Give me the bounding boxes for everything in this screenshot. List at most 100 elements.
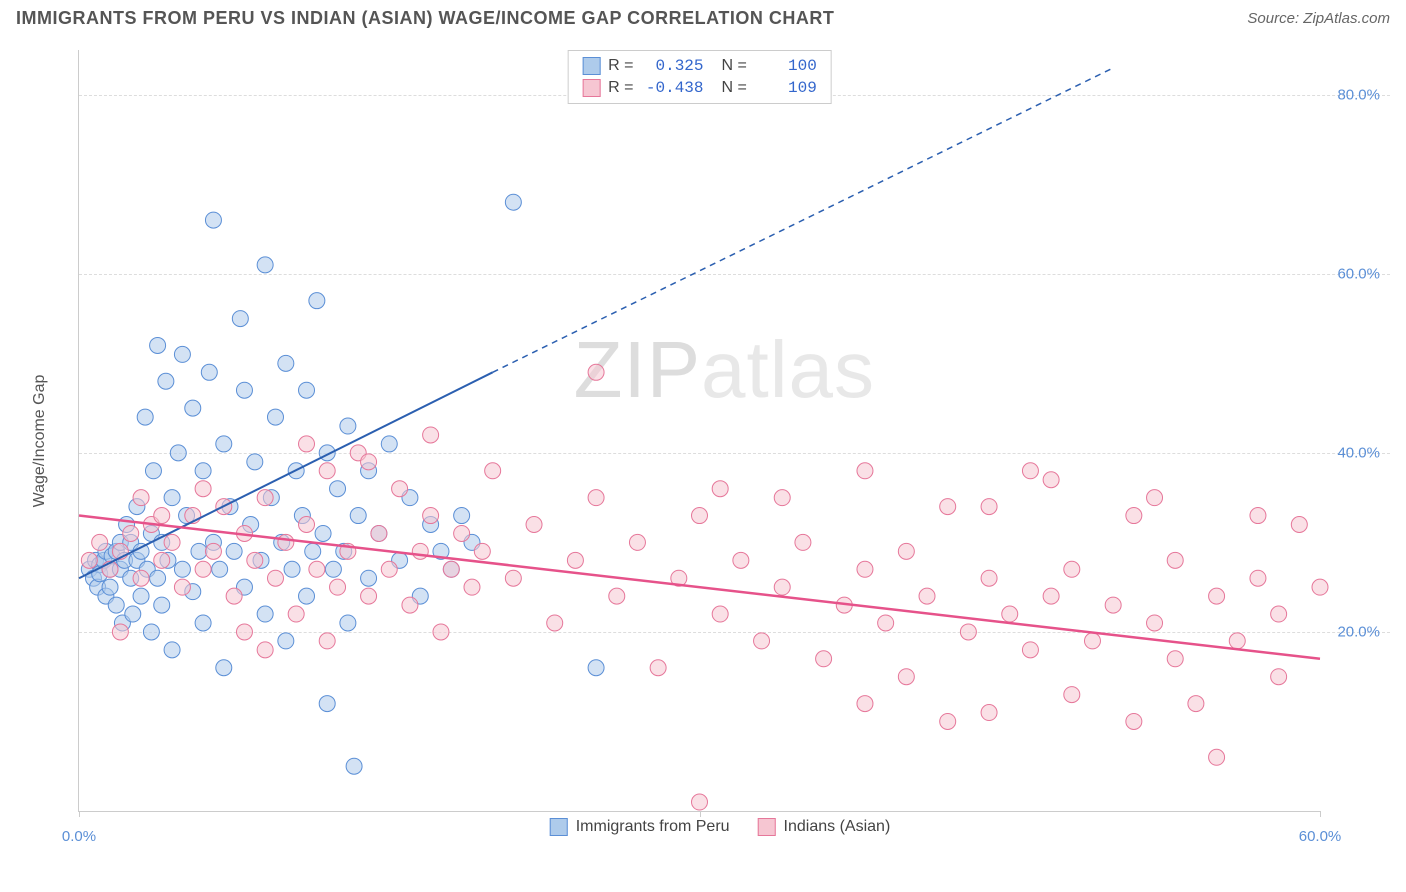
data-point-peru — [143, 624, 159, 640]
chart-header: IMMIGRANTS FROM PERU VS INDIAN (ASIAN) W… — [0, 0, 1406, 33]
data-point-peru — [267, 409, 283, 425]
data-point-peru — [150, 570, 166, 586]
data-point-peru — [125, 606, 141, 622]
data-point-indian — [226, 588, 242, 604]
data-point-indian — [650, 660, 666, 676]
data-point-indian — [1271, 606, 1287, 622]
data-point-peru — [284, 561, 300, 577]
data-point-peru — [137, 409, 153, 425]
data-point-peru — [102, 579, 118, 595]
data-point-peru — [381, 436, 397, 452]
data-point-indian — [1084, 633, 1100, 649]
data-point-indian — [454, 525, 470, 541]
data-point-indian — [392, 481, 408, 497]
data-point-indian — [712, 606, 728, 622]
data-point-peru — [361, 570, 377, 586]
data-point-peru — [278, 355, 294, 371]
y-tick-label: 80.0% — [1337, 86, 1380, 103]
data-point-indian — [236, 624, 252, 640]
data-point-peru — [257, 257, 273, 273]
data-point-peru — [340, 615, 356, 631]
data-point-peru — [505, 194, 521, 210]
data-point-indian — [733, 552, 749, 568]
data-point-indian — [1064, 687, 1080, 703]
data-point-indian — [381, 561, 397, 577]
data-point-indian — [423, 508, 439, 524]
data-point-indian — [1250, 570, 1266, 586]
data-point-peru — [174, 561, 190, 577]
data-point-indian — [361, 454, 377, 470]
data-point-indian — [1312, 579, 1328, 595]
y-tick-label: 40.0% — [1337, 444, 1380, 461]
data-point-indian — [154, 552, 170, 568]
data-point-peru — [108, 597, 124, 613]
data-point-indian — [898, 669, 914, 685]
data-point-indian — [588, 490, 604, 506]
data-point-indian — [1209, 588, 1225, 604]
data-point-indian — [526, 517, 542, 533]
data-point-indian — [361, 588, 377, 604]
data-point-indian — [133, 570, 149, 586]
y-tick-label: 60.0% — [1337, 265, 1380, 282]
trend-line-dashed-peru — [493, 68, 1114, 372]
data-point-indian — [1105, 597, 1121, 613]
x-tick — [79, 811, 80, 817]
data-point-peru — [170, 445, 186, 461]
data-point-indian — [174, 579, 190, 595]
data-point-peru — [195, 463, 211, 479]
data-point-indian — [1043, 472, 1059, 488]
data-point-peru — [247, 454, 263, 470]
data-point-peru — [309, 293, 325, 309]
data-point-peru — [232, 311, 248, 327]
data-point-indian — [195, 561, 211, 577]
data-point-indian — [588, 364, 604, 380]
data-point-peru — [319, 696, 335, 712]
data-point-peru — [350, 508, 366, 524]
data-point-indian — [1043, 588, 1059, 604]
scatter-plot-svg — [79, 50, 1320, 811]
data-point-peru — [164, 490, 180, 506]
legend-label-peru: Immigrants from Peru — [576, 818, 730, 836]
stats-row-indian: R = -0.438 N = 109 — [582, 77, 817, 99]
data-point-indian — [919, 588, 935, 604]
data-point-peru — [150, 337, 166, 353]
x-tick — [700, 811, 701, 817]
x-tick — [1320, 811, 1321, 817]
data-point-peru — [133, 588, 149, 604]
data-point-indian — [1167, 651, 1183, 667]
data-point-indian — [133, 490, 149, 506]
data-point-peru — [325, 561, 341, 577]
data-point-peru — [174, 346, 190, 362]
data-point-indian — [412, 543, 428, 559]
data-point-indian — [857, 463, 873, 479]
data-point-peru — [340, 418, 356, 434]
data-point-indian — [288, 606, 304, 622]
data-point-peru — [278, 633, 294, 649]
data-point-indian — [278, 534, 294, 550]
data-point-indian — [443, 561, 459, 577]
data-point-indian — [1147, 490, 1163, 506]
data-point-indian — [629, 534, 645, 550]
data-point-peru — [454, 508, 470, 524]
data-point-indian — [774, 490, 790, 506]
data-point-peru — [346, 758, 362, 774]
stats-row-peru: R = 0.325 N = 100 — [582, 55, 817, 77]
plot-area: ZIPatlas R = 0.325 N = 100 R = -0.438 N … — [78, 50, 1320, 812]
data-point-indian — [1126, 713, 1142, 729]
data-point-indian — [371, 525, 387, 541]
data-point-indian — [464, 579, 480, 595]
data-point-indian — [1147, 615, 1163, 631]
data-point-peru — [133, 543, 149, 559]
data-point-peru — [154, 597, 170, 613]
data-point-indian — [898, 543, 914, 559]
data-point-indian — [1271, 669, 1287, 685]
data-point-indian — [257, 642, 273, 658]
data-point-indian — [1126, 508, 1142, 524]
data-point-indian — [505, 570, 521, 586]
data-point-peru — [226, 543, 242, 559]
data-point-indian — [981, 570, 997, 586]
data-point-indian — [423, 427, 439, 443]
data-point-indian — [878, 615, 894, 631]
data-point-peru — [195, 615, 211, 631]
legend-swatch-peru — [550, 818, 568, 836]
